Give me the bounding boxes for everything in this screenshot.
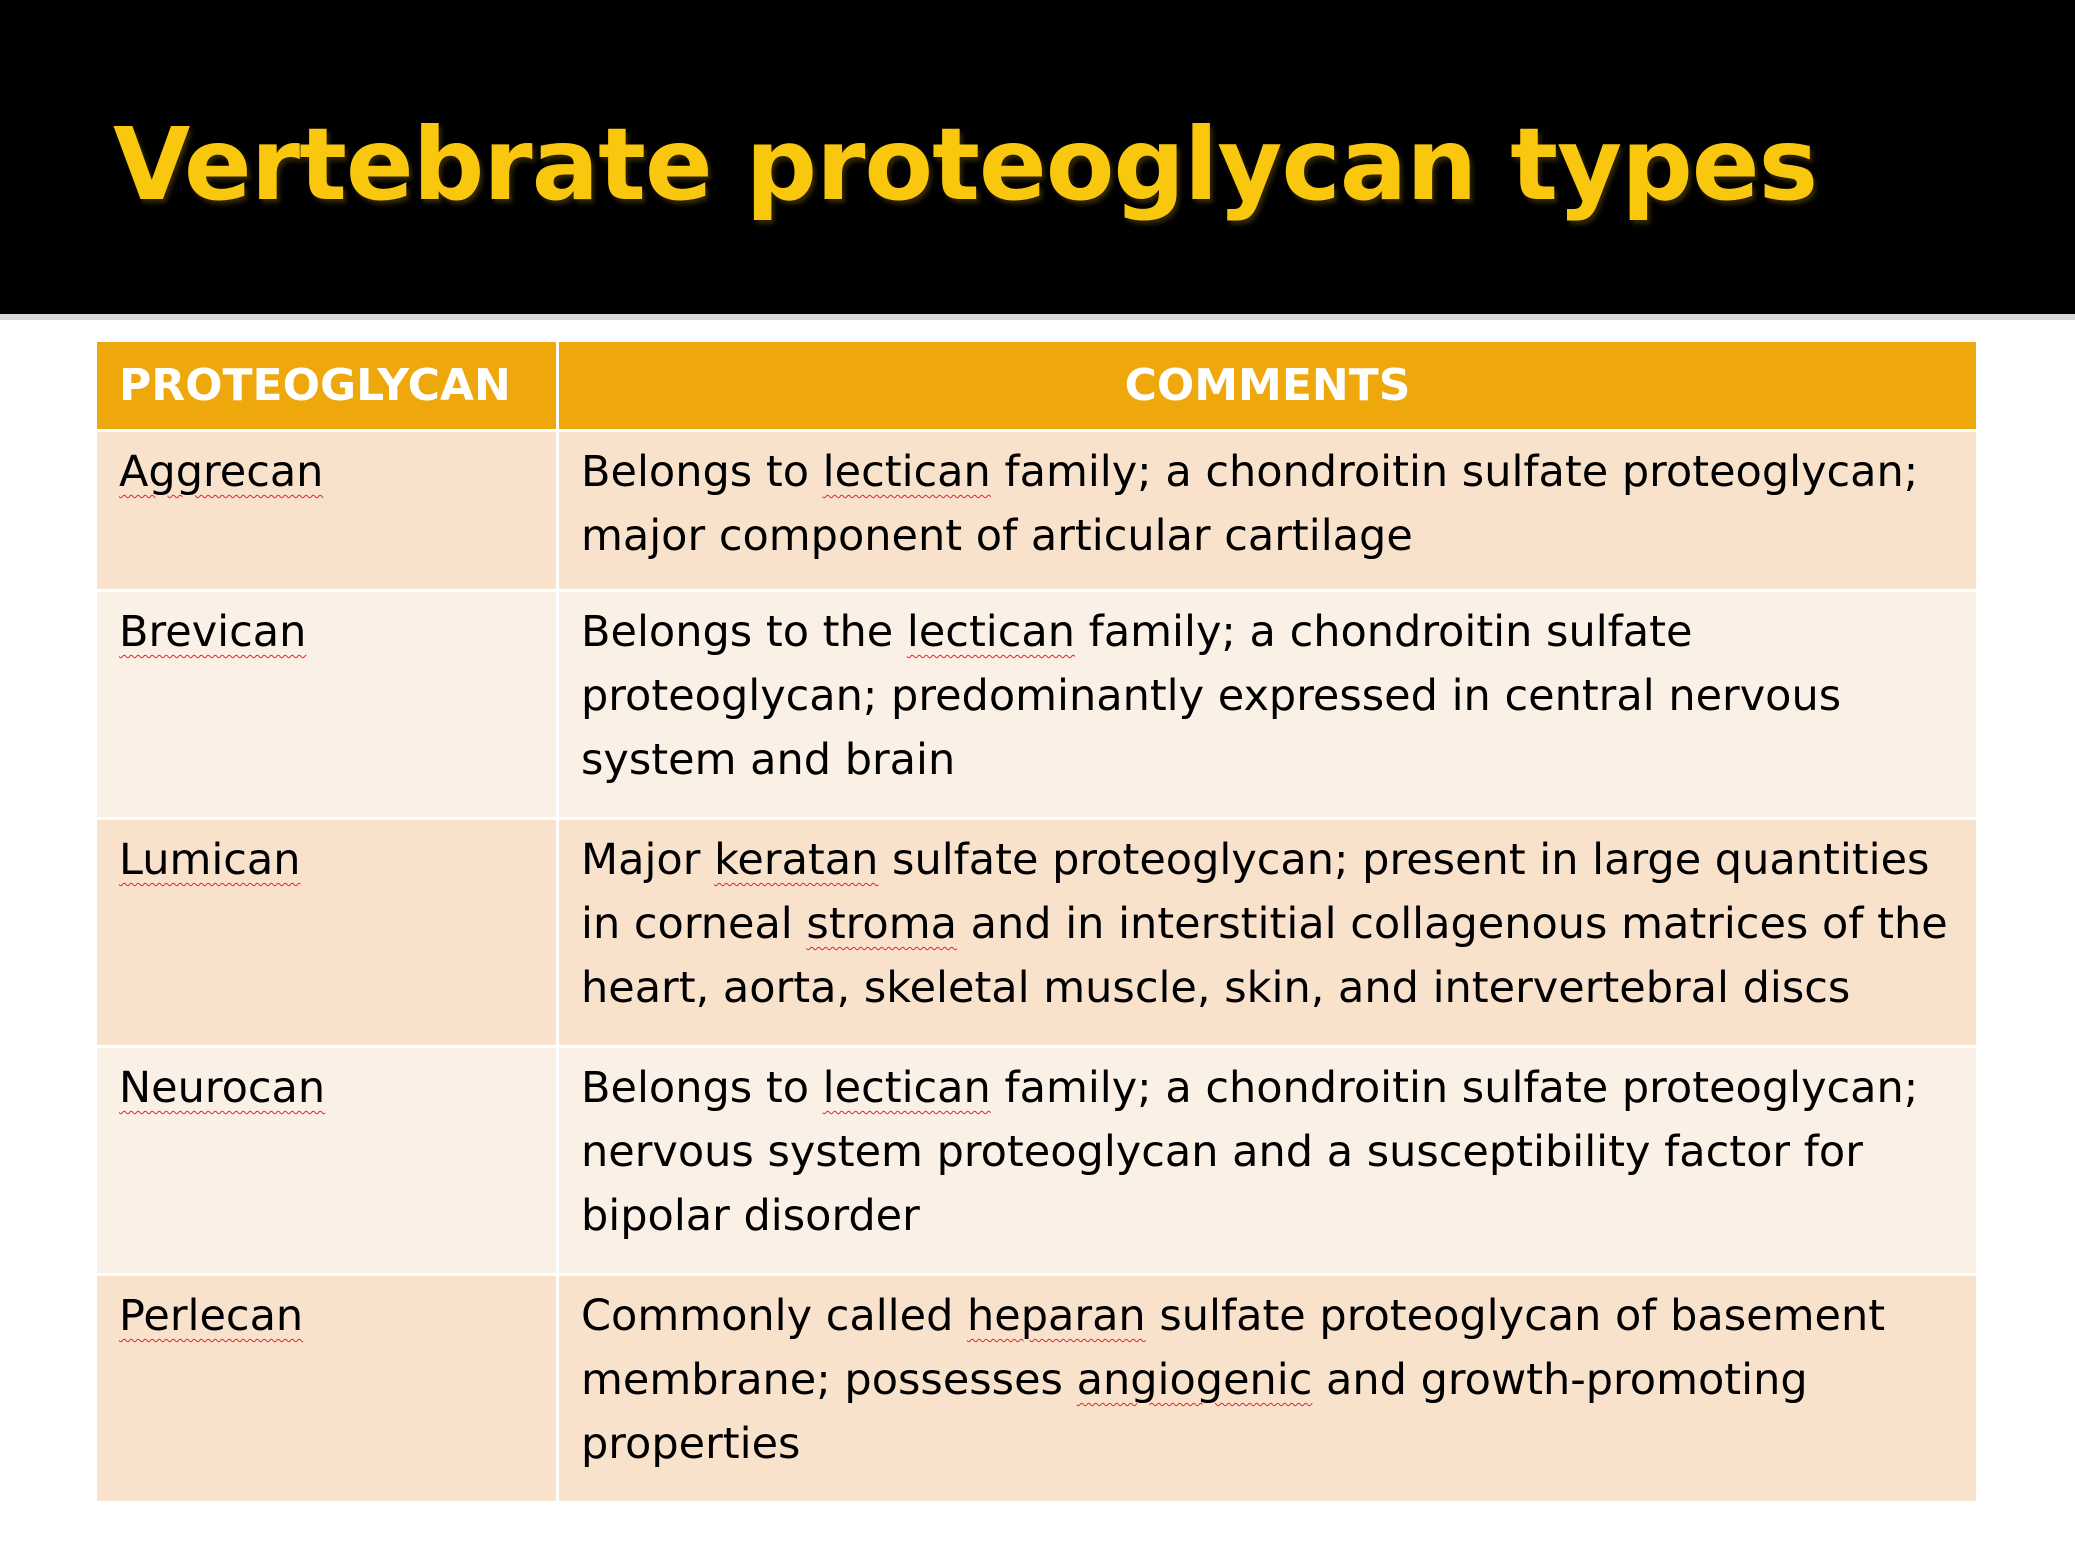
slide-title: Vertebrate proteoglycan types: [113, 106, 1818, 223]
comment-term: heparan: [967, 1291, 1146, 1341]
comment-text: Commonly called: [581, 1291, 968, 1341]
comment-term: angiogenic: [1076, 1355, 1313, 1405]
comment-term: lectican: [906, 607, 1076, 657]
comment-text: and growth-promoting properties: [581, 1355, 1808, 1469]
title-bar: [0, 0, 2075, 314]
table-row: Brevican Belongs to the lectican family;…: [94, 589, 1979, 820]
comment-text: family; a chondroitin sulfate proteoglyc…: [581, 1063, 1919, 1241]
proteoglycan-name-cell: Perlecan: [94, 1273, 559, 1504]
table-row: Perlecan Commonly called heparan sulfate…: [94, 1273, 1979, 1504]
comment-cell: Belongs to the lectican family; a chondr…: [556, 589, 1979, 820]
comment-cell: Belongs to lectican family; a chondroiti…: [556, 1045, 1979, 1276]
comment-text: and in interstitial collagenous matrices…: [581, 899, 1948, 1013]
proteoglycan-name: Brevican: [119, 607, 307, 657]
comment-term: lectican: [822, 1063, 991, 1113]
comment-text: sulfate proteoglycan of basement membran…: [581, 1291, 1886, 1405]
comment-cell: Major keratan sulfate proteoglycan; pres…: [556, 817, 1979, 1048]
comment-cell: Belongs to lectican family; a chondroiti…: [556, 429, 1979, 592]
comment-term: lectican: [822, 447, 991, 497]
proteoglycan-name: Lumican: [119, 835, 301, 885]
comment-text: family; a chondroitin sulfate proteoglyc…: [581, 447, 1919, 561]
proteoglycan-name-cell: Lumican: [94, 817, 559, 1048]
comment-term: stroma: [806, 899, 957, 949]
proteoglycan-name-cell: Brevican: [94, 589, 559, 820]
table-header-row: PROTEOGLYCAN COMMENTS: [94, 339, 1979, 432]
comment-cell: Commonly called heparan sulfate proteogl…: [556, 1273, 1979, 1504]
comment-text: Belongs to: [581, 1063, 823, 1113]
comment-text: family; a chondroitin sulfate proteoglyc…: [581, 607, 1842, 785]
table-row: Lumican Major keratan sulfate proteoglyc…: [94, 817, 1979, 1048]
header-comments: COMMENTS: [556, 339, 1979, 432]
comment-text: Belongs to: [581, 447, 823, 497]
proteoglycan-name-cell: Aggrecan: [94, 429, 559, 592]
proteoglycan-name: Neurocan: [119, 1063, 326, 1113]
title-divider: [0, 314, 2075, 320]
table-row: Aggrecan Belongs to lectican family; a c…: [94, 429, 1979, 592]
proteoglycan-name: Aggrecan: [119, 447, 324, 497]
proteoglycan-table: PROTEOGLYCAN COMMENTS Aggrecan Belongs t…: [94, 339, 1979, 1504]
comment-text: Belongs to the: [581, 607, 907, 657]
comment-text: Major: [581, 835, 715, 885]
table-row: Neurocan Belongs to lectican family; a c…: [94, 1045, 1979, 1276]
proteoglycan-name: Perlecan: [119, 1291, 304, 1341]
proteoglycan-name-cell: Neurocan: [94, 1045, 559, 1276]
header-proteoglycan: PROTEOGLYCAN: [94, 339, 559, 432]
comment-text: sulfate proteoglycan; present in large q…: [581, 835, 1930, 949]
comment-term: keratan: [714, 835, 879, 885]
